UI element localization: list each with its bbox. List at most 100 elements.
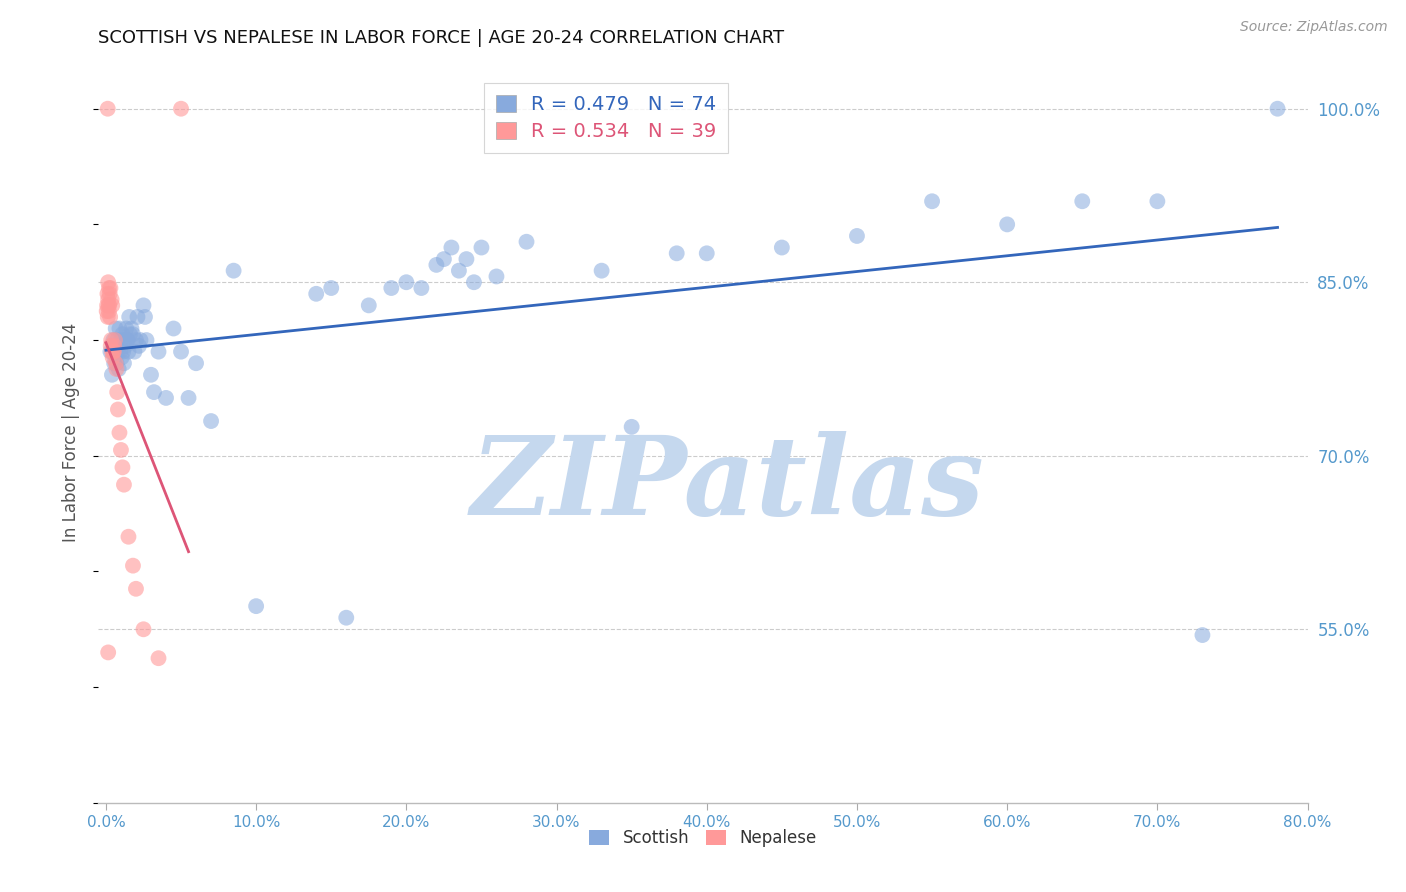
Point (104, 339, 127, 353)
Text: ZIPatlas: ZIPatlas (470, 431, 984, 538)
Point (128, 339, 150, 353)
Point (110, 333, 132, 347)
Point (921, 194, 943, 209)
Point (135, 333, 157, 347)
Point (148, 651, 170, 665)
Point (103, 356, 125, 370)
Point (515, 235, 537, 249)
Point (305, 286, 328, 301)
Point (104, 356, 127, 370)
Point (97, 298, 120, 312)
Point (620, 420, 643, 434)
Point (200, 414, 222, 428)
Point (100, 333, 122, 347)
Point (97, 275, 120, 289)
Point (134, 310, 156, 324)
Point (184, 356, 207, 370)
Point (433, 252, 456, 266)
Point (122, 558, 145, 573)
Point (100, 281, 122, 295)
Point (456, 252, 478, 266)
Point (100, 339, 122, 353)
Point (112, 477, 135, 491)
Point (425, 258, 447, 272)
Point (115, 321, 138, 335)
Point (696, 246, 718, 260)
Point (127, 310, 149, 324)
Point (411, 281, 433, 295)
Point (440, 240, 463, 255)
Point (97, 645, 120, 659)
Point (112, 356, 135, 370)
Point (97, 281, 120, 295)
Point (111, 327, 134, 342)
Text: SCOTTISH VS NEPALESE IN LABOR FORCE | AGE 20-24 CORRELATION CHART: SCOTTISH VS NEPALESE IN LABOR FORCE | AG… (98, 29, 785, 47)
Point (112, 344, 135, 359)
Point (222, 263, 245, 277)
Point (591, 263, 613, 277)
Point (118, 327, 141, 342)
Legend: Scottish, Nepalese: Scottish, Nepalese (582, 822, 824, 854)
Point (770, 240, 793, 255)
Point (129, 333, 152, 347)
Point (995, 218, 1018, 232)
Point (124, 344, 146, 359)
Point (96, 286, 118, 301)
Point (132, 622, 155, 636)
Point (121, 321, 143, 335)
Point (125, 333, 148, 347)
Point (104, 333, 127, 347)
Point (96, 298, 118, 312)
Point (170, 344, 193, 359)
Point (97, 293, 120, 307)
Point (463, 275, 485, 289)
Point (177, 391, 200, 405)
Point (98, 286, 121, 301)
Point (357, 298, 380, 312)
Point (245, 599, 267, 614)
Point (1071, 194, 1094, 209)
Point (107, 402, 129, 417)
Point (110, 442, 132, 457)
Point (111, 351, 134, 365)
Point (105, 333, 128, 347)
Point (321, 281, 343, 295)
Point (485, 269, 508, 284)
Point (117, 344, 139, 359)
Point (97, 310, 120, 324)
Point (1191, 628, 1213, 642)
Point (100, 344, 122, 359)
Point (395, 275, 418, 289)
Point (118, 310, 141, 324)
Point (101, 368, 124, 382)
Point (114, 339, 136, 353)
Point (115, 333, 138, 347)
Point (103, 344, 125, 359)
Y-axis label: In Labor Force | Age 20-24: In Labor Force | Age 20-24 (62, 323, 80, 542)
Point (665, 246, 688, 260)
Point (122, 327, 145, 342)
Point (105, 356, 128, 370)
Text: Source: ZipAtlas.com: Source: ZipAtlas.com (1240, 20, 1388, 34)
Point (148, 344, 170, 359)
Point (335, 611, 357, 625)
Point (114, 333, 136, 347)
Point (105, 362, 128, 376)
Point (132, 298, 155, 312)
Point (1267, 102, 1289, 116)
Point (105, 385, 128, 400)
Point (100, 293, 122, 307)
Point (101, 298, 124, 312)
Point (111, 460, 134, 475)
Point (97, 304, 120, 318)
Point (103, 339, 125, 353)
Point (101, 344, 124, 359)
Point (104, 321, 127, 335)
Point (103, 344, 125, 359)
Point (447, 263, 470, 277)
Point (103, 333, 125, 347)
Point (107, 344, 129, 359)
Point (97, 102, 120, 116)
Point (846, 229, 869, 244)
Point (108, 425, 131, 440)
